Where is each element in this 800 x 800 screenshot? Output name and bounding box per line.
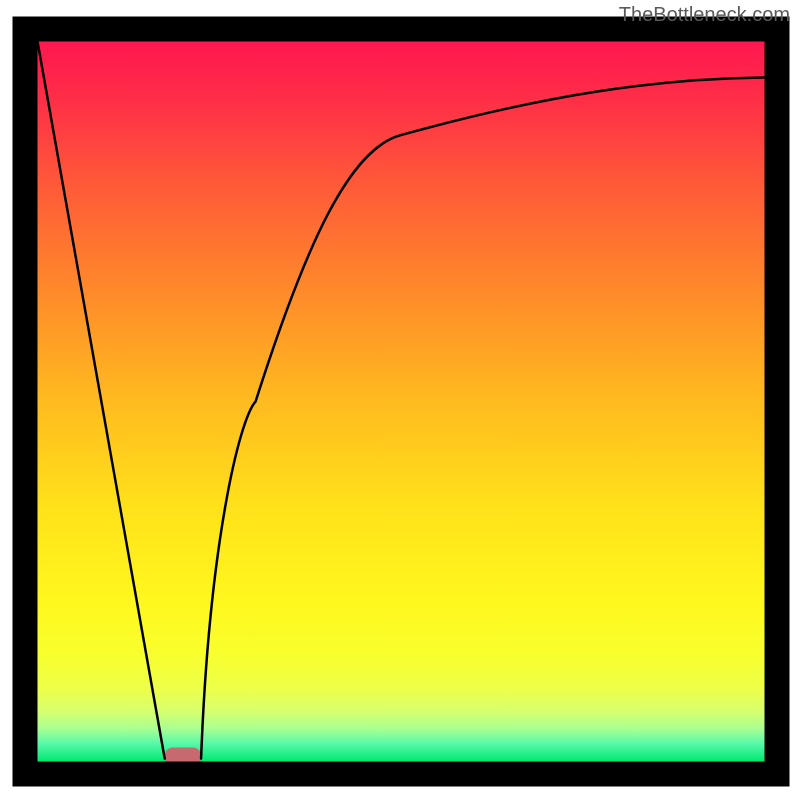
bottleneck-chart — [0, 0, 800, 800]
watermark-text: TheBottleneck.com — [619, 4, 790, 27]
chart-container: TheBottleneck.com — [0, 0, 800, 800]
